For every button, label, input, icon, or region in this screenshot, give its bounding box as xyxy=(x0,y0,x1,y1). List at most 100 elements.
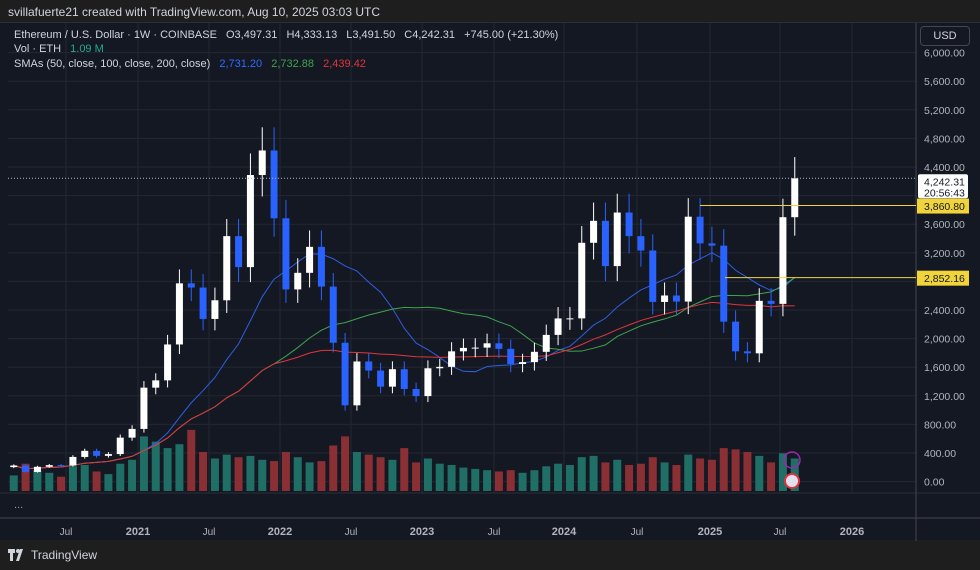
candle-body xyxy=(33,466,41,472)
y-tick-label: 400.00 xyxy=(924,448,956,460)
volume-bar xyxy=(435,463,444,491)
volume-bar xyxy=(68,466,77,491)
candle-body xyxy=(625,212,633,237)
candle-body xyxy=(93,450,101,456)
symbol-label[interactable]: Ethereum / U.S. Dollar · 1W · COINBASE xyxy=(14,29,217,41)
x-tick-label: 2024 xyxy=(552,526,577,538)
volume-bar xyxy=(684,454,693,491)
candle-body xyxy=(755,300,763,354)
candle-body xyxy=(767,300,775,304)
candle-body xyxy=(779,217,787,304)
volume-bar xyxy=(210,458,219,491)
volume-bar xyxy=(293,457,302,491)
candle-body xyxy=(365,361,373,371)
open-value: O3,497.31 xyxy=(226,29,278,41)
candle-body xyxy=(436,366,444,369)
more-indicators[interactable]: ... xyxy=(14,499,24,511)
sma50-value: 2,731.20 xyxy=(219,58,263,70)
bar-countdown-label: 20:56:43 xyxy=(924,187,965,199)
candle-body xyxy=(258,150,266,176)
volume-bar xyxy=(92,471,101,491)
high-value: H4,333.13 xyxy=(286,29,338,41)
x-tick-label: Jul xyxy=(631,527,644,538)
volume-bar xyxy=(518,472,527,491)
level-price-label: 3,860.80 xyxy=(924,201,965,213)
candle-body xyxy=(649,250,657,302)
volume-bar xyxy=(494,471,503,491)
volume-bar xyxy=(305,462,314,491)
x-tick-label: 2022 xyxy=(268,526,292,538)
volume-bar xyxy=(471,468,480,491)
candle-body xyxy=(152,380,160,388)
candle-body xyxy=(317,246,325,287)
last-price-badge xyxy=(918,174,968,199)
volume-bar xyxy=(400,448,409,491)
volume-bar xyxy=(601,462,610,491)
volume-bar xyxy=(317,461,326,491)
candle-body xyxy=(696,216,704,244)
price-chart[interactable]: 6,000.00 5,600.00 5,200.00 4,800.00 4,400.00… xyxy=(0,23,980,541)
candle-body xyxy=(471,347,479,349)
change-value: +745.00 (+21.30%) xyxy=(464,29,559,41)
candle-body xyxy=(104,454,112,456)
volume-bar xyxy=(187,429,196,491)
volume-bar xyxy=(258,459,267,491)
candle-body xyxy=(495,343,503,349)
ohlc-legend: Ethereum / U.S. Dollar · 1W · COINBASE O… xyxy=(14,29,564,41)
candle-body xyxy=(341,342,349,406)
candle-body xyxy=(542,334,550,352)
volume-bar xyxy=(660,462,669,491)
volume-bar xyxy=(21,463,30,491)
volume-bar xyxy=(459,467,468,491)
y-tick-label: 0.00 xyxy=(924,477,945,489)
volume-bar xyxy=(423,458,432,491)
currency-button[interactable]: USD xyxy=(920,26,970,46)
sma100-value: 2,732.88 xyxy=(271,58,315,70)
volume-bar xyxy=(767,462,776,491)
volume-bar xyxy=(352,452,361,491)
chart-panel[interactable]: 6,000.00 5,600.00 5,200.00 4,800.00 4,400.00… xyxy=(0,22,980,541)
volume-bar xyxy=(542,466,551,491)
low-value: L3,491.50 xyxy=(346,29,396,41)
candle-body xyxy=(116,437,124,455)
earnings-event-icon xyxy=(783,451,801,469)
y-tick-label: 6,000.00 xyxy=(924,48,965,60)
y-tick-label: 3,600.00 xyxy=(924,219,965,231)
candle-body xyxy=(81,450,89,457)
candle-body xyxy=(211,300,219,319)
x-tick-label: 2026 xyxy=(840,526,864,538)
candle-body xyxy=(554,318,562,335)
volume-label[interactable]: Vol · ETH xyxy=(14,43,62,55)
tradingview-logo[interactable]: TradingView xyxy=(8,548,97,562)
candle-body xyxy=(140,387,148,429)
candle-body xyxy=(743,351,751,354)
volume-bar xyxy=(731,449,740,491)
brand-name: TradingView xyxy=(31,548,98,562)
level-price-label: 2,852.16 xyxy=(924,273,965,285)
volume-bar xyxy=(151,441,160,491)
candle-body xyxy=(10,465,18,468)
candle-body xyxy=(282,218,290,290)
candle-body xyxy=(672,295,680,302)
candle-body xyxy=(164,344,172,381)
volume-bar xyxy=(743,452,752,491)
candle-body xyxy=(235,236,243,268)
candle-body xyxy=(507,348,515,364)
candle-body xyxy=(791,178,799,218)
volume-bar xyxy=(57,476,66,491)
volume-bar xyxy=(45,472,54,491)
y-tick-label: 3,200.00 xyxy=(924,248,965,260)
candle-body xyxy=(246,175,254,268)
y-tick-label: 1,200.00 xyxy=(924,391,965,403)
sma-label[interactable]: SMAs (50, close, 100, close, 200, close) xyxy=(14,58,211,70)
x-tick-label: Jul xyxy=(203,527,216,538)
volume-bar xyxy=(625,465,634,491)
candle-body xyxy=(424,368,432,397)
volume-bar xyxy=(778,453,787,491)
candle-body xyxy=(530,351,538,363)
volume-bar xyxy=(565,465,574,491)
volume-bar xyxy=(388,459,397,491)
candle-body xyxy=(223,236,231,301)
volume-bar xyxy=(506,470,515,491)
volume-bar xyxy=(672,465,681,491)
